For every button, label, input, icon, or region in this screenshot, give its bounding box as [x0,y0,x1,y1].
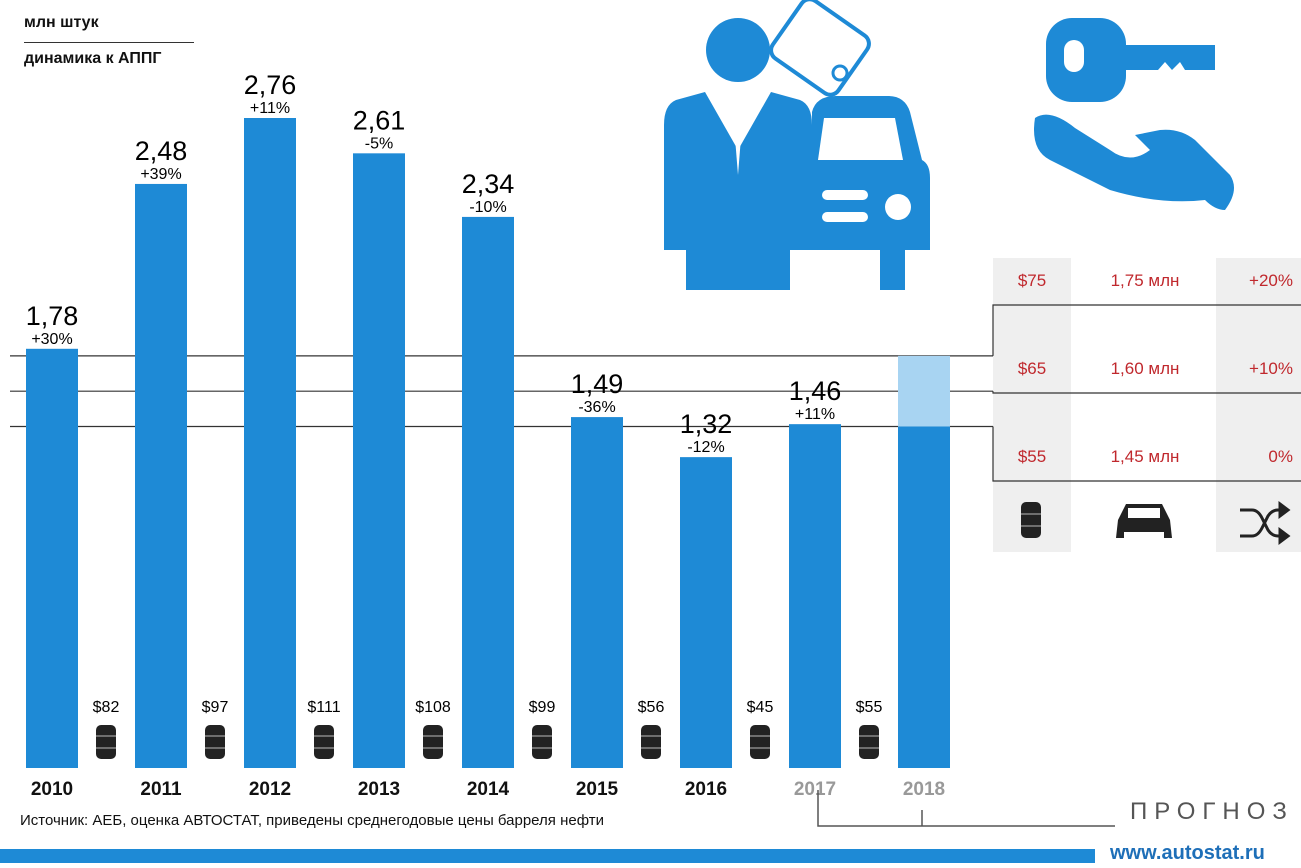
key-in-hand-icon [1034,18,1234,210]
scenario-connector [992,391,1301,394]
bars [26,118,950,769]
scenario-sales: 1,75 млн [1111,271,1180,290]
year-label: 2018 [903,779,945,800]
oil-barrels: $82 $97 $111 $108 $99 $56 $45 $55 [93,699,883,759]
change-label: +11% [795,406,835,423]
bar-2011 [135,183,187,769]
oil-barrel-icon [532,725,552,759]
change-column-bg [1216,258,1301,552]
scenario-change: +20% [1249,271,1293,290]
year-label: 2010 [31,779,73,800]
value-label: 1,78 [26,301,79,331]
bar-2015 [571,417,623,768]
bar-2012 [244,118,296,768]
value-label: 1,46 [789,376,842,406]
scenario-change: 0% [1268,447,1293,466]
bar-2010 [26,348,78,768]
scenario-oil: $55 [1018,447,1046,466]
change-label: +39% [140,166,181,183]
oil-price-label: $56 [638,699,665,716]
year-label: 2014 [467,779,510,800]
value-label: 1,32 [680,409,733,439]
bar-labels: 1,78+30%2,48+39%2,76+11% 2,61-5%2,34-10%1… [26,70,842,456]
scenario-table: $75 1,75 млн +20% $65 1,60 млн +10% $55 1,45 мл… [1018,271,1293,545]
scenario-lines [10,304,1301,482]
year-label: 2017 [794,779,836,800]
forecast-bracket [817,790,1115,827]
scenario-connector [992,426,1301,482]
source-note: Источник: АЕБ, оценка АВТОСТАТ, приведен… [20,812,604,829]
oil-price-label: $97 [202,699,229,716]
change-label: -10% [469,199,506,216]
scenario-connector [992,304,1301,356]
change-label: -5% [365,135,393,152]
oil-price-label: $45 [747,699,774,716]
bar-2018-base [898,426,950,768]
bar-2016 [680,457,732,768]
site-url: www.autostat.ru [1110,842,1265,864]
year-labels: 2010 2011 2012 2013 2014 2015 2016 2017 2018 [31,779,945,800]
oil-barrel-icon [423,725,443,759]
oil-barrel-icon [314,725,334,759]
oil-barrel-icon [96,725,116,759]
year-label: 2011 [140,779,182,800]
bar-2017 [789,424,841,768]
oil-price-label: $82 [93,699,120,716]
change-label: -12% [687,439,724,456]
shuffle-icon [1240,501,1291,545]
value-label: 2,61 [353,105,406,135]
value-label: 1,49 [571,369,624,399]
oil-price-label: $55 [856,699,883,716]
scenario-sales: 1,60 млн [1111,359,1180,378]
businessman-icon [664,18,812,296]
change-label: +30% [31,331,72,348]
scenario-change: +10% [1249,359,1293,378]
oil-barrel-icon [641,725,661,759]
dynamics-label: динамика к АППГ [24,50,162,67]
header-divider [24,42,194,43]
value-label: 2,34 [462,169,515,199]
scenario-oil: $75 [1018,271,1046,290]
oil-barrel-icon [750,725,770,759]
oil-price-label: $108 [415,699,451,716]
change-label: +11% [250,100,290,117]
car-icon [1116,504,1172,538]
change-label: -36% [578,399,615,416]
year-label: 2016 [685,779,727,800]
footer-bar [0,849,1095,863]
scenario-oil: $65 [1018,359,1046,378]
bar-2014 [462,216,514,769]
scenario-sales: 1,45 млн [1111,447,1180,466]
bar-2018-forecast-range [898,355,950,427]
forecast-label: ПРОГНОЗ [1130,798,1294,825]
car-icon [769,0,930,290]
year-label: 2015 [576,779,619,800]
oil-price-label: $99 [529,699,556,716]
value-label: 2,76 [244,70,297,100]
bar-2013 [353,153,405,769]
value-label: 2,48 [135,136,188,166]
oil-barrel-icon [1021,502,1041,538]
oil-barrel-icon [205,725,225,759]
oil-price-label: $111 [307,699,340,716]
year-label: 2012 [249,779,291,800]
oil-barrel-icon [859,725,879,759]
unit-label: млн штук [24,14,99,31]
year-label: 2013 [358,779,400,800]
